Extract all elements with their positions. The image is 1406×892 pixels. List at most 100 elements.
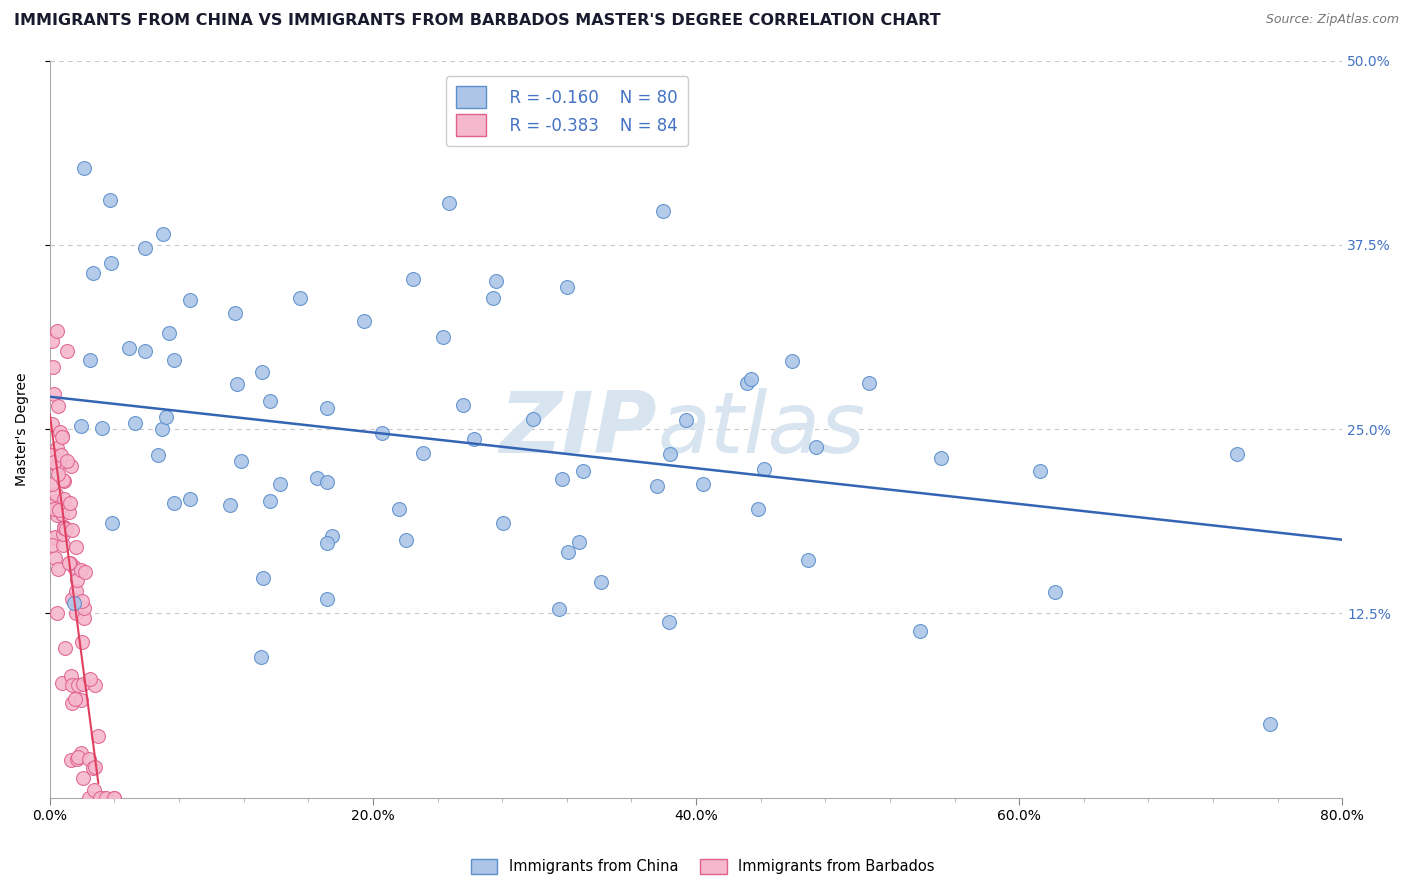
Point	[70, 746, 93, 760]
Point	[51, 507, 73, 521]
Point	[101, 516, 124, 530]
Point	[353, 314, 375, 328]
Point	[52, 473, 75, 487]
Point	[159, 326, 181, 340]
Point	[150, 422, 173, 436]
Point	[52, 519, 75, 533]
Point	[797, 552, 820, 566]
Point	[315, 536, 337, 550]
Point	[675, 413, 697, 427]
Point	[82, 266, 104, 280]
Point	[73, 565, 96, 579]
Text: ZIP: ZIP	[499, 388, 657, 471]
Legend: Immigrants from China, Immigrants from Barbados: Immigrants from China, Immigrants from B…	[465, 853, 941, 880]
Text: IMMIGRANTS FROM CHINA VS IMMIGRANTS FROM BARBADOS MASTER'S DEGREE CORRELATION CH: IMMIGRANTS FROM CHINA VS IMMIGRANTS FROM…	[14, 13, 941, 29]
Point	[41, 417, 63, 431]
Point	[387, 502, 409, 516]
Point	[63, 560, 86, 574]
Point	[73, 161, 96, 175]
Point	[94, 790, 117, 805]
Point	[41, 477, 63, 491]
Point	[591, 575, 613, 590]
Point	[63, 596, 86, 610]
Point	[45, 458, 67, 473]
Point	[162, 496, 184, 510]
Point	[485, 274, 508, 288]
Point	[59, 496, 82, 510]
Point	[41, 334, 63, 349]
Point	[55, 641, 77, 656]
Point	[84, 760, 107, 774]
Point	[51, 430, 73, 444]
Point	[134, 343, 156, 358]
Point	[72, 594, 94, 608]
Point	[567, 535, 589, 549]
Point	[44, 530, 66, 544]
Point	[70, 692, 93, 706]
Point	[124, 417, 146, 431]
Point	[747, 502, 769, 516]
Point	[45, 508, 67, 522]
Point	[1045, 584, 1067, 599]
Point	[60, 592, 83, 607]
Point	[41, 539, 63, 553]
Point	[46, 467, 69, 481]
Point	[1226, 447, 1249, 461]
Point	[437, 196, 460, 211]
Point	[651, 203, 673, 218]
Point	[56, 454, 79, 468]
Point	[42, 387, 65, 401]
Point	[44, 551, 66, 566]
Text: atlas: atlas	[657, 388, 865, 471]
Point	[51, 429, 73, 443]
Point	[77, 752, 100, 766]
Point	[179, 492, 201, 507]
Point	[224, 306, 246, 320]
Point	[48, 425, 70, 440]
Point	[46, 324, 69, 338]
Point	[70, 635, 93, 649]
Point	[259, 394, 281, 409]
Point	[69, 419, 91, 434]
Point	[42, 360, 65, 375]
Point	[229, 453, 252, 467]
Point	[259, 494, 281, 508]
Point	[551, 473, 574, 487]
Point	[463, 432, 485, 446]
Point	[645, 479, 668, 493]
Point	[432, 330, 454, 344]
Point	[134, 241, 156, 255]
Point	[402, 271, 425, 285]
Point	[752, 462, 775, 476]
Point	[692, 476, 714, 491]
Point	[44, 496, 66, 510]
Point	[252, 571, 274, 585]
Point	[100, 256, 122, 270]
Point	[65, 606, 87, 620]
Point	[735, 376, 758, 390]
Point	[395, 533, 418, 548]
Point	[45, 486, 67, 500]
Point	[52, 537, 75, 551]
Point	[481, 291, 503, 305]
Point	[42, 454, 65, 468]
Point	[412, 446, 434, 460]
Point	[98, 193, 121, 207]
Point	[60, 523, 83, 537]
Point	[65, 584, 87, 599]
Point	[60, 752, 83, 766]
Point	[52, 521, 75, 535]
Point	[148, 449, 170, 463]
Point	[371, 425, 394, 440]
Point	[249, 650, 271, 665]
Point	[288, 291, 311, 305]
Point	[557, 545, 579, 559]
Point	[740, 372, 762, 386]
Point	[522, 412, 544, 426]
Point	[46, 399, 69, 413]
Point	[659, 447, 682, 461]
Legend:   R = -0.160    N = 80,   R = -0.383    N = 84: R = -0.160 N = 80, R = -0.383 N = 84	[446, 77, 688, 146]
Point	[51, 675, 73, 690]
Point	[46, 562, 69, 576]
Point	[307, 471, 329, 485]
